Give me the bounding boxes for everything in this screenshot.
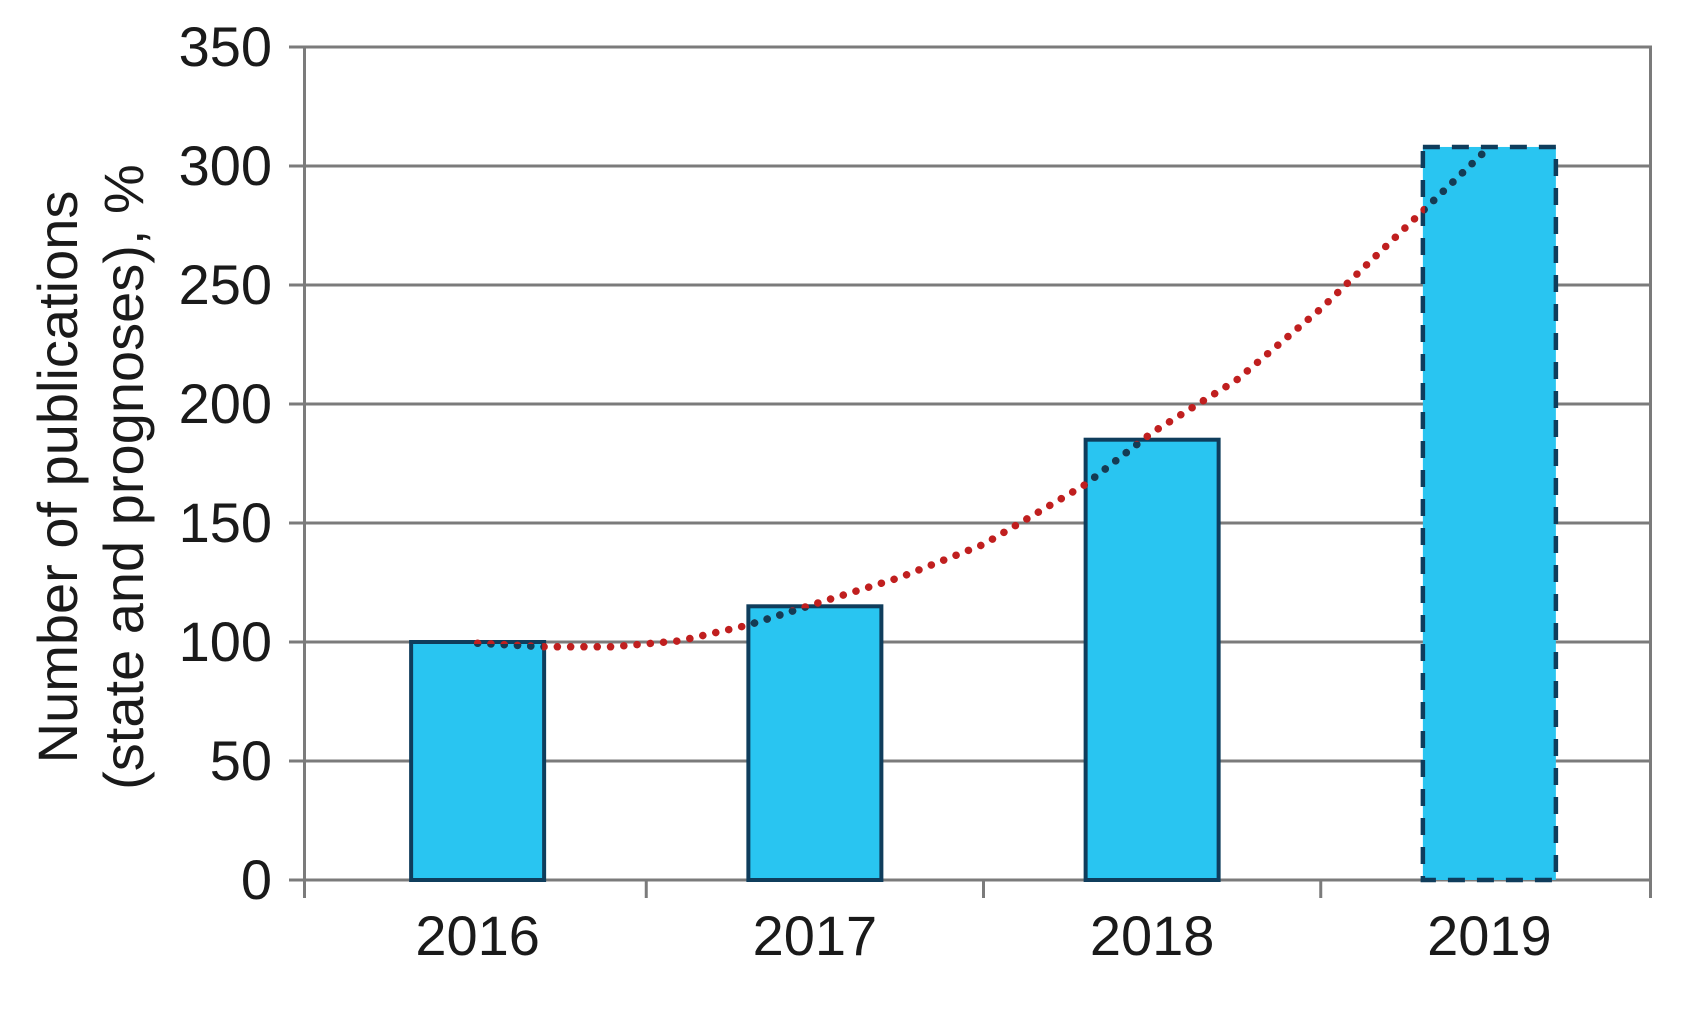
y-tick-label-50: 50: [210, 729, 272, 792]
bar-2019: [1420, 144, 1559, 883]
y-tick-label-150: 150: [179, 491, 272, 554]
y-tick-label-200: 200: [179, 372, 272, 435]
y-tick-label-250: 250: [179, 253, 272, 316]
trendline: [473, 143, 1494, 651]
y-tick-label-0: 0: [241, 848, 272, 911]
x-axis-label-2019: 2019: [1427, 904, 1552, 967]
bar-2017: [746, 604, 884, 882]
y-tick-label-300: 300: [179, 134, 272, 197]
x-axis-label-2017: 2017: [753, 904, 878, 967]
y-tick-label-100: 100: [179, 610, 272, 673]
trendline-over-bars: [473, 148, 1494, 651]
x-axis-label-2018: 2018: [1090, 904, 1215, 967]
bar-2018: [1083, 437, 1221, 882]
y-tick-label-350: 350: [179, 15, 272, 78]
x-axis-label-2016: 2016: [415, 904, 540, 967]
bar-2016: [409, 640, 547, 882]
